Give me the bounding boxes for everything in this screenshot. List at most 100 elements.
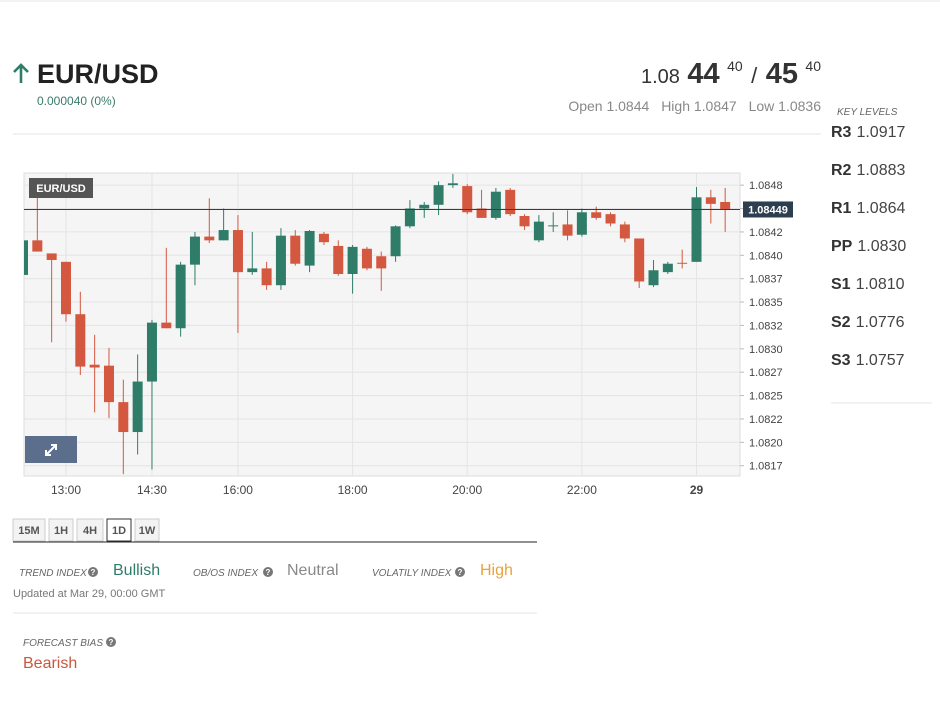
bid-frac: 40 bbox=[727, 58, 743, 74]
forecast-value: Bearish bbox=[23, 655, 77, 672]
stats: Open 1.0844 High 1.0847 Low 1.0836 bbox=[568, 98, 821, 114]
candle-body bbox=[677, 262, 688, 264]
level-name: R1 bbox=[831, 200, 852, 217]
candle-body bbox=[562, 224, 573, 236]
candle-body bbox=[118, 402, 129, 433]
bid-pips: 44 bbox=[687, 58, 719, 90]
candle-body bbox=[132, 381, 143, 433]
candle-body bbox=[60, 261, 71, 315]
level-value: 1.0830 bbox=[857, 238, 906, 255]
level-name: R3 bbox=[831, 124, 852, 141]
key-level: S3 1.0757 bbox=[831, 352, 905, 369]
candle-body bbox=[576, 212, 587, 235]
candle-body bbox=[175, 264, 186, 329]
tab-label: 15M bbox=[18, 525, 39, 537]
index-label: TREND INDEX bbox=[19, 568, 87, 579]
y-tick-label: 1.0820 bbox=[749, 437, 783, 449]
bid-big: 1.08 bbox=[641, 66, 680, 88]
stat-high: High 1.0847 bbox=[661, 98, 737, 114]
candle-body bbox=[404, 208, 415, 227]
up-arrow bbox=[13, 63, 29, 83]
key-level: PP 1.0830 bbox=[831, 238, 906, 255]
index-value: Neutral bbox=[287, 562, 339, 579]
key-level: R3 1.0917 bbox=[831, 124, 905, 141]
tab-label: 4H bbox=[83, 525, 97, 537]
candle-body bbox=[705, 197, 716, 204]
timeframe-tabs: 15M 1H 4H 1D 1W bbox=[12, 518, 160, 542]
candle-body bbox=[318, 233, 329, 243]
candle-body bbox=[189, 236, 200, 265]
level-value: 1.0810 bbox=[856, 276, 905, 293]
y-tick-label: 1.0842 bbox=[749, 227, 783, 239]
candle-body bbox=[462, 186, 473, 213]
ask-pips: 45 bbox=[766, 58, 798, 90]
key-level: S1 1.0810 bbox=[831, 276, 905, 293]
y-tick-label: 1.0830 bbox=[749, 344, 783, 356]
x-tick-label: 22:00 bbox=[567, 483, 597, 497]
y-tick-label: 1.0827 bbox=[749, 367, 783, 379]
candle-body bbox=[634, 238, 645, 282]
index-value: Bullish bbox=[113, 562, 160, 579]
key-level: S2 1.0776 bbox=[831, 314, 905, 331]
help-icon[interactable] bbox=[455, 567, 465, 577]
candles bbox=[24, 173, 731, 475]
tab[interactable] bbox=[134, 518, 160, 542]
level-name: S2 bbox=[831, 314, 851, 331]
level-value: 1.0864 bbox=[856, 200, 905, 217]
help-icon[interactable] bbox=[88, 567, 98, 577]
candle-body bbox=[476, 208, 487, 218]
candle-body bbox=[662, 263, 673, 273]
help-icon-mark: ? bbox=[91, 568, 96, 577]
candle-body bbox=[361, 248, 372, 269]
updated: Updated at Mar 29, 00:00 GMT bbox=[13, 588, 166, 600]
tab-label: 1W bbox=[139, 525, 156, 537]
chart-badge bbox=[29, 178, 93, 198]
candle-body bbox=[146, 322, 157, 382]
candle-body bbox=[605, 214, 616, 224]
chart: 1.08481.08451.08421.08401.08371.08351.08… bbox=[24, 173, 793, 497]
forecast-label: FORECAST BIAS bbox=[23, 638, 103, 649]
y-tick-label: 1.0817 bbox=[749, 461, 783, 473]
level-value: 1.0917 bbox=[856, 124, 905, 141]
x-tick-label: 16:00 bbox=[223, 483, 253, 497]
level-value: 1.0757 bbox=[856, 352, 905, 369]
candle-body bbox=[591, 212, 602, 218]
candle-body bbox=[548, 225, 559, 227]
current-price-badge bbox=[743, 201, 793, 218]
candle-body bbox=[204, 236, 215, 241]
level-name: S1 bbox=[831, 276, 851, 293]
candle-body bbox=[419, 204, 430, 209]
key-levels: R3 1.0917 R2 1.0883 R1 1.0864 PP 1.0830 S1 1.0810… bbox=[831, 124, 906, 369]
y-tick-label: 1.0837 bbox=[749, 274, 783, 286]
candle-body bbox=[333, 245, 344, 274]
candle-body bbox=[619, 224, 630, 239]
key-level: R2 1.0883 bbox=[831, 162, 905, 179]
tab[interactable] bbox=[106, 518, 132, 542]
y-tick-label: 1.0822 bbox=[749, 414, 783, 426]
quote-sep: / bbox=[751, 63, 758, 88]
chart-title: EUR/USD bbox=[36, 183, 86, 195]
candle-body bbox=[490, 191, 501, 218]
indices: TREND INDEX? Bullish OB/OS INDEX? Neutral VO… bbox=[19, 562, 513, 579]
candle-body bbox=[433, 185, 444, 205]
level-name: R2 bbox=[831, 162, 852, 179]
candle-body bbox=[447, 183, 458, 186]
candle-body bbox=[103, 365, 114, 403]
x-tick-label: 13:00 bbox=[51, 483, 81, 497]
tab[interactable] bbox=[76, 518, 104, 542]
help-icon[interactable] bbox=[263, 567, 273, 577]
index-label: VOLATILY INDEX bbox=[372, 568, 452, 579]
tab[interactable] bbox=[12, 518, 46, 542]
x-tick-label: 18:00 bbox=[338, 483, 368, 497]
tab[interactable] bbox=[48, 518, 74, 542]
candle-body bbox=[46, 253, 57, 260]
y-tick-label: 1.0840 bbox=[749, 250, 783, 262]
help-icon[interactable] bbox=[106, 637, 116, 647]
help-icon-mark: ? bbox=[109, 638, 114, 647]
stat-low: Low 1.0836 bbox=[749, 98, 822, 114]
candle-body bbox=[304, 230, 315, 266]
candle-body bbox=[247, 268, 258, 273]
candle-body bbox=[505, 189, 516, 215]
y-tick-label: 1.0825 bbox=[749, 391, 783, 403]
